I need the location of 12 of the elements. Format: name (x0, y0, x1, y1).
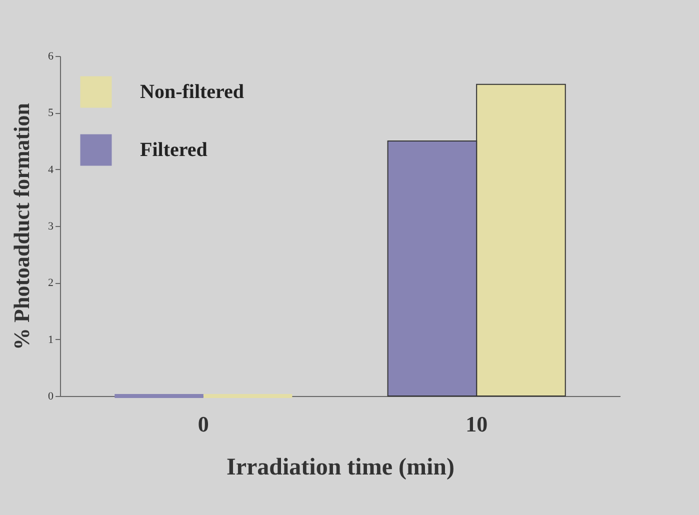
y-tick-label: 6 (48, 50, 54, 62)
legend-label: Filtered (140, 139, 208, 161)
y-axis-title: % Photoadduct formation (9, 103, 34, 350)
y-tick-label: 2 (48, 277, 54, 290)
y-tick-label: 3 (48, 220, 54, 232)
y-tick-label: 5 (48, 107, 54, 120)
y-tick-label: 4 (48, 164, 54, 176)
y-tick-label: 0 (48, 390, 54, 402)
legend-label: Non-filtered (140, 81, 244, 103)
x-tick-label: 10 (466, 412, 488, 436)
y-tick-label: 1 (48, 334, 54, 346)
x-axis-title: Irradiation time (min) (226, 454, 454, 480)
